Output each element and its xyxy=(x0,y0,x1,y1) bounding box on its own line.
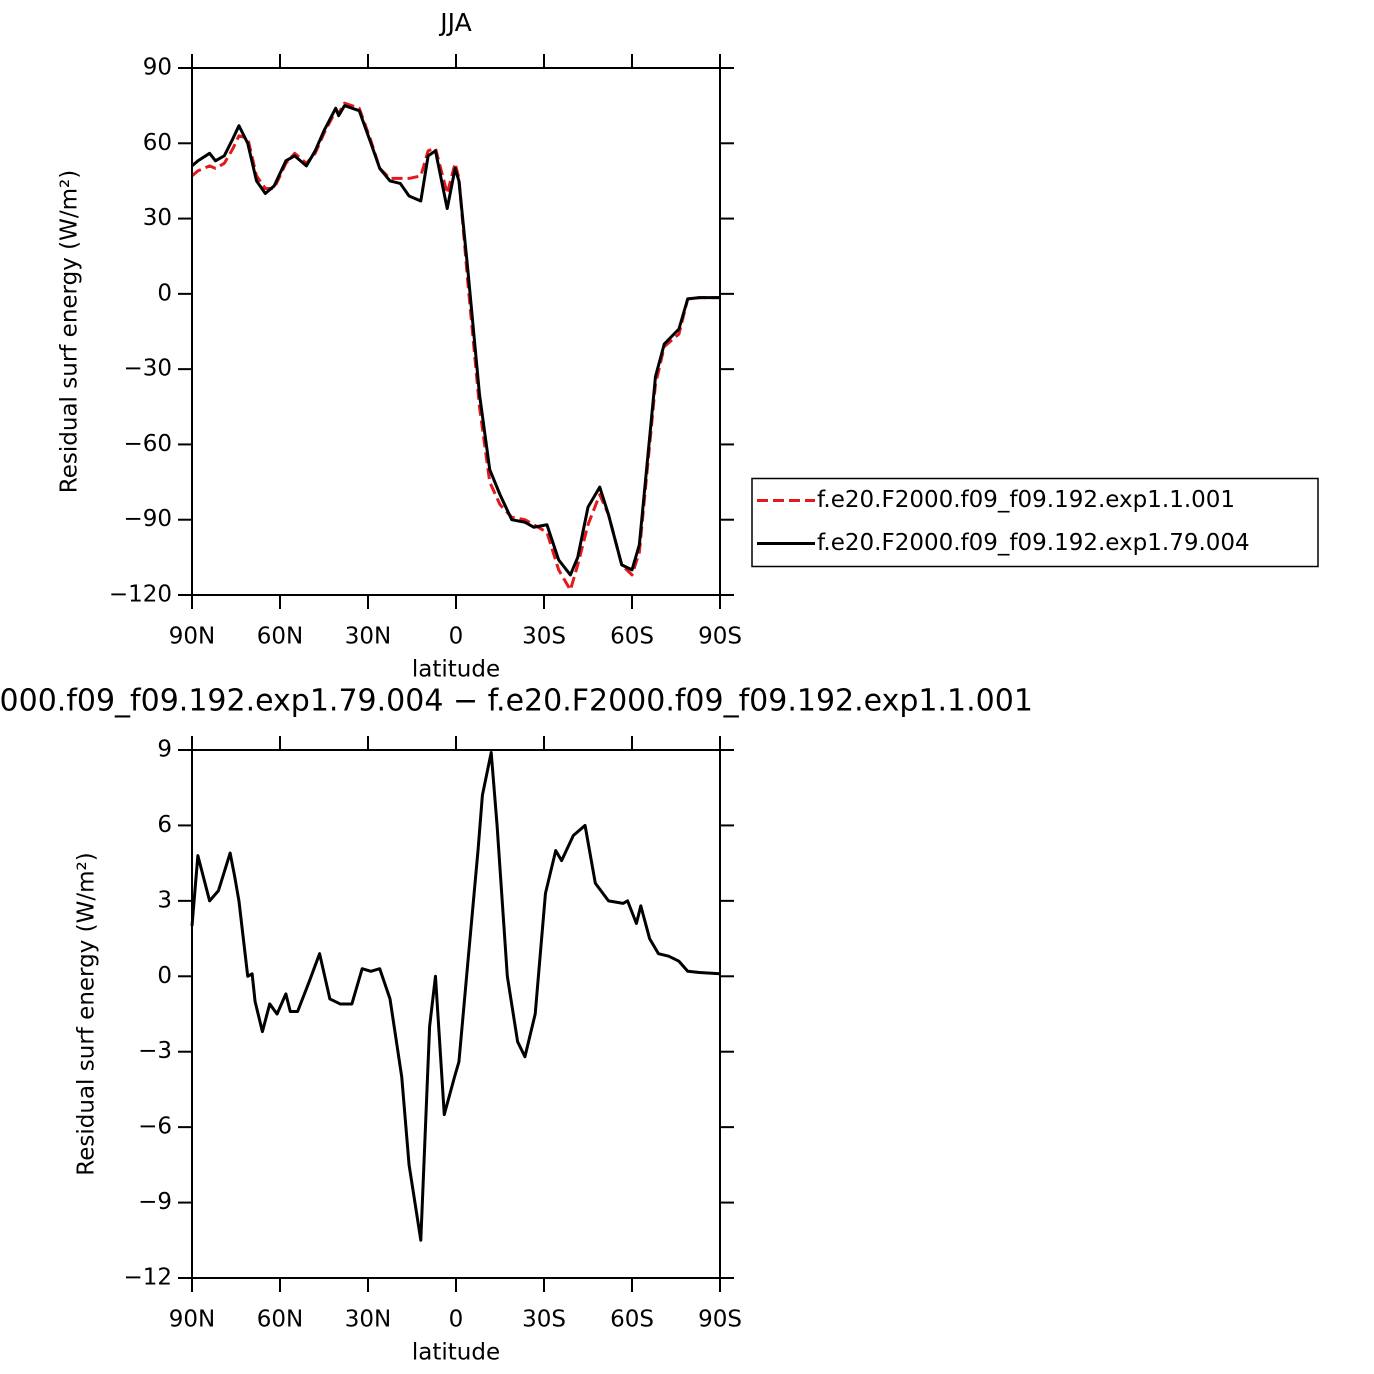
y-tick-label: −12 xyxy=(123,1265,172,1291)
series-line xyxy=(190,751,721,1242)
y-tick-label: −60 xyxy=(123,431,172,457)
y-tick-label: 9 xyxy=(157,737,172,763)
x-tick-label: 90S xyxy=(698,624,742,650)
legend-label: f.e20.F2000.f09_f09.192.exp1.1.001 xyxy=(817,487,1235,513)
x-tick-label: 0 xyxy=(449,1307,464,1333)
y-axis-label: Residual surf energy (W/m²) xyxy=(57,170,83,493)
y-tick-label: 3 xyxy=(157,887,172,913)
y-tick-label: −6 xyxy=(138,1114,172,1140)
x-tick-label: 60N xyxy=(257,1307,303,1333)
x-axis-label: latitude xyxy=(412,1340,500,1366)
series-line xyxy=(191,101,720,592)
y-tick-label: 6 xyxy=(157,812,172,838)
legend-label: f.e20.F2000.f09_f09.192.exp1.79.004 xyxy=(817,530,1250,556)
y-tick-label: −30 xyxy=(123,356,172,382)
x-tick-label: 60N xyxy=(257,624,303,650)
x-tick-label: 30N xyxy=(345,624,391,650)
plot-frame xyxy=(191,749,721,1279)
x-tick-label: 30S xyxy=(522,624,566,650)
y-tick-label: 30 xyxy=(143,205,172,231)
y-tick-label: 0 xyxy=(157,963,172,989)
y-tick-label: −3 xyxy=(138,1038,172,1064)
series-line xyxy=(191,104,720,577)
x-tick-label: 0 xyxy=(449,624,464,650)
plot-frame xyxy=(191,67,721,596)
y-axis-label: Residual surf energy (W/m²) xyxy=(74,852,100,1175)
x-tick-label: 90S xyxy=(698,1307,742,1333)
y-tick-label: −120 xyxy=(109,582,172,608)
x-tick-label: 60S xyxy=(610,1307,654,1333)
y-tick-label: 90 xyxy=(143,55,172,81)
y-tick-label: 60 xyxy=(143,130,172,156)
chart-title: JJA xyxy=(438,8,471,37)
legend-box xyxy=(751,477,1319,568)
x-tick-label: 90N xyxy=(169,624,215,650)
x-tick-label: 90N xyxy=(169,1307,215,1333)
y-tick-label: −90 xyxy=(123,506,172,532)
x-axis-label: latitude xyxy=(412,657,500,683)
x-tick-label: 30N xyxy=(345,1307,391,1333)
x-tick-label: 30S xyxy=(522,1307,566,1333)
x-tick-label: 60S xyxy=(610,624,654,650)
chart-title: f.e20.F2000.f09_f09.192.exp1.79.004 − f.… xyxy=(0,684,1033,719)
y-tick-label: −9 xyxy=(138,1189,172,1215)
y-tick-label: 0 xyxy=(157,280,172,306)
